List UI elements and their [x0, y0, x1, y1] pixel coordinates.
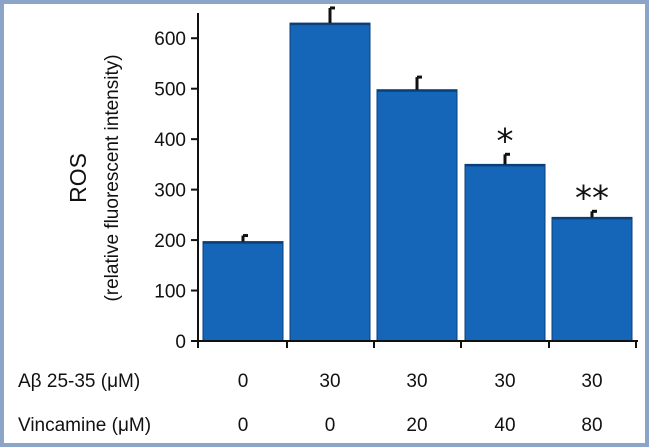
- y-axis-label: ROS: [65, 153, 91, 203]
- significance-marker-4: *: [497, 121, 514, 161]
- row-1-value-3: 30: [406, 371, 427, 392]
- row-label-1: Aβ 25-35 (μM): [18, 371, 140, 392]
- bar-1: [202, 241, 284, 342]
- row-2-value-1: 0: [238, 415, 249, 436]
- bar-2: [289, 22, 371, 342]
- bar-4: [464, 163, 546, 342]
- y-tick-label-0: 0: [175, 332, 186, 353]
- y-tick-label-500: 500: [154, 80, 186, 101]
- y-tick-label-600: 600: [154, 29, 186, 50]
- y-tick-label-400: 400: [154, 130, 186, 151]
- y-tick-label-300: 300: [154, 181, 186, 202]
- row-1-value-2: 30: [319, 371, 340, 392]
- error-bar-1: [241, 234, 248, 242]
- y-tick-label-100: 100: [154, 282, 186, 303]
- y-axis-sublabel: (relative fluorescent intensity): [102, 54, 123, 301]
- row-2-value-3: 20: [406, 415, 427, 436]
- row-1-value-4: 30: [494, 371, 515, 392]
- significance-marker-5: **: [575, 178, 609, 218]
- bar-5: [551, 216, 633, 342]
- error-bar-5: [590, 209, 597, 218]
- y-axis-title: ROS (relative fluorescent intensity): [65, 54, 123, 301]
- row-label-2: Vincamine (μM): [18, 415, 151, 436]
- error-bar-4: [503, 152, 510, 165]
- row-2-value-4: 40: [494, 415, 515, 436]
- row-1-value-5: 30: [581, 371, 602, 392]
- row-2-value-2: 0: [325, 415, 336, 436]
- error-bar-3: [415, 75, 422, 90]
- y-tick-label-200: 200: [154, 231, 186, 252]
- error-bar-2: [328, 6, 335, 24]
- row-2-value-5: 80: [581, 415, 602, 436]
- bar-3: [376, 89, 458, 342]
- row-1-value-1: 0: [238, 371, 249, 392]
